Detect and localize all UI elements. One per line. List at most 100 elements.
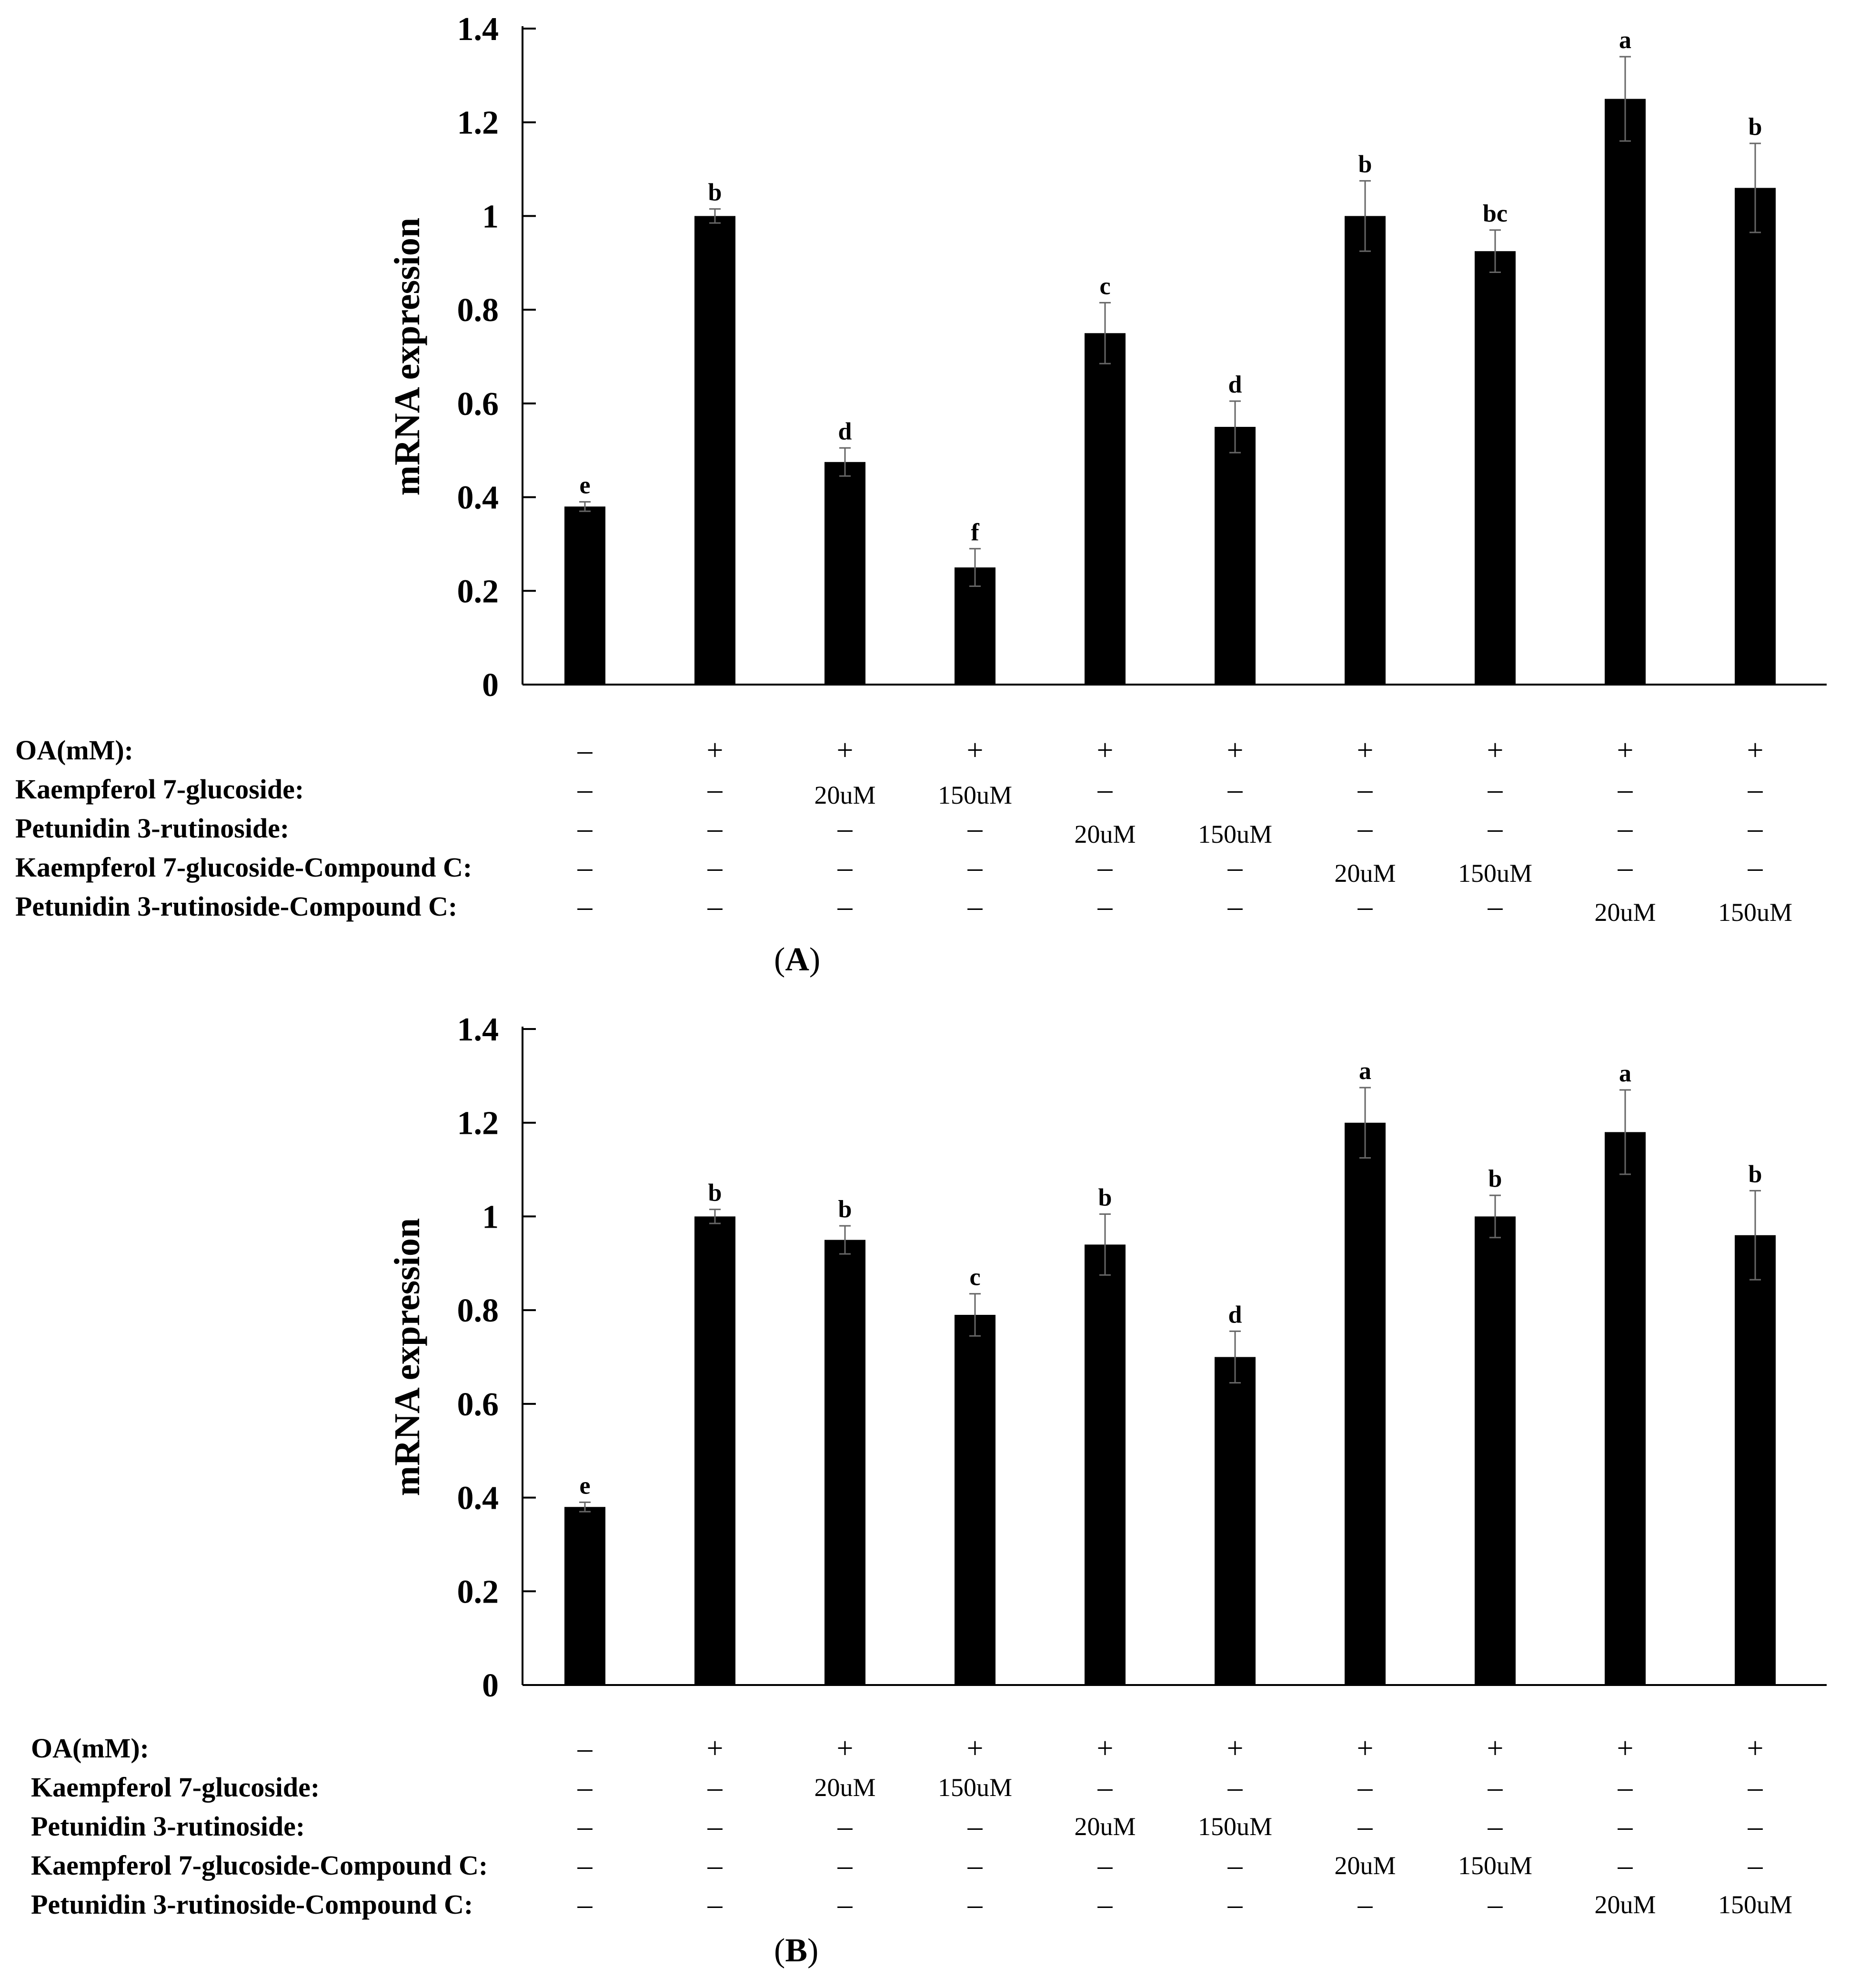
treatment-cell: + — [1357, 734, 1374, 767]
significance-label: a — [1619, 1060, 1631, 1087]
treatment-cell: + — [1096, 734, 1114, 767]
treatment-label: Petunidin 3-rutinoside-Compound C: — [15, 891, 458, 922]
treatment-cell: – — [967, 1888, 983, 1921]
treatment-cell: – — [577, 1732, 593, 1765]
treatment-cell: 150uM — [1458, 859, 1532, 888]
treatment-cell: – — [707, 1888, 723, 1921]
treatment-cell: – — [1227, 773, 1243, 806]
treatment-row: Petunidin 3-rutinoside-Compound C: – – – – – –… — [0, 888, 1850, 927]
treatment-cell: – — [577, 890, 593, 923]
treatment-cell: + — [1617, 1732, 1634, 1765]
treatment-row: Petunidin 3-rutinoside: – – – – 20uM 150uM – – – – — [0, 809, 1850, 848]
significance-label: e — [579, 1472, 590, 1499]
treatment-cell: + — [1096, 1732, 1114, 1765]
bar — [1345, 216, 1386, 685]
treatment-cell: 20uM — [1074, 820, 1136, 848]
treatment-cell: – — [1357, 890, 1373, 923]
treatment-label: Kaempferol 7-glucoside-Compound C: — [15, 852, 473, 883]
significance-label: a — [1359, 1058, 1371, 1085]
treatment-label: OA(mM): — [15, 735, 134, 766]
treatment-cell: + — [1747, 734, 1764, 767]
treatment-cell: 150uM — [1718, 1890, 1792, 1919]
treatment-label: Petunidin 3-rutinoside: — [15, 813, 290, 844]
treatment-cell: + — [1227, 734, 1244, 767]
significance-label: c — [1099, 272, 1110, 300]
y-tick-label: 0.4 — [457, 1480, 499, 1517]
treatment-cell: + — [1227, 1732, 1244, 1765]
treatment-cell: – — [577, 851, 593, 884]
treatment-cell: – — [837, 1849, 853, 1882]
bar — [564, 506, 605, 685]
treatment-cell: + — [836, 734, 854, 767]
treatment-cell: – — [1097, 1888, 1113, 1921]
treatment-cell: + — [966, 734, 984, 767]
bar — [694, 216, 735, 685]
panel-a: 0 0.2 0.4 0.6 0.8 1 1.2 1.4 mRNA expression e b d f c… — [0, 11, 1850, 978]
treatment-cell: – — [1748, 1849, 1763, 1882]
significance-label: d — [1228, 371, 1242, 398]
treatment-cell: – — [1227, 890, 1243, 923]
treatment-cell: 150uM — [937, 781, 1012, 809]
significance-label: bc — [1483, 200, 1508, 227]
bar — [1475, 251, 1516, 685]
treatment-label: Kaempferol 7-glucoside: — [15, 774, 304, 805]
treatment-cell: – — [707, 812, 723, 845]
treatment-cell: + — [706, 734, 724, 767]
treatment-cell: + — [836, 1732, 854, 1765]
panel-caption-a: (A) — [774, 941, 821, 978]
bar-chart-b: 0 0.2 0.4 0.6 0.8 1 1.2 1.4 mRNA expression e b b c b… — [387, 1011, 1827, 1704]
y-tick-label: 0.6 — [457, 386, 499, 423]
treatment-row: Kaempferol 7-glucoside: – – 20uM 150uM – – – – – – — [0, 1768, 1850, 1806]
treatment-cell: 20uM — [1334, 1851, 1396, 1880]
treatment-cell: – — [967, 851, 983, 884]
bar — [1735, 1235, 1776, 1685]
treatment-cell: + — [1617, 734, 1634, 767]
treatment-cell: – — [707, 1849, 723, 1882]
y-tick-label: 0.2 — [457, 573, 499, 610]
y-tick-label: 1 — [482, 198, 499, 235]
treatment-row: Kaempferol 7-glucoside: – – 20uM 150uM – – – – – – — [0, 770, 1850, 809]
treatment-cell: – — [577, 1771, 593, 1804]
treatment-cell: 20uM — [1594, 1890, 1656, 1919]
treatment-cell: – — [967, 812, 983, 845]
treatment-cell: – — [837, 890, 853, 923]
treatment-cell: – — [1618, 1849, 1633, 1882]
treatment-cell: 150uM — [1458, 1851, 1532, 1880]
treatment-row: Kaempferol 7-glucoside-Compound C: – – – – – –… — [0, 1847, 1850, 1885]
treatment-cell: – — [1618, 812, 1633, 845]
treatment-cell: – — [1227, 1888, 1243, 1921]
treatment-cell: – — [1488, 773, 1503, 806]
significance-label: b — [1358, 151, 1372, 178]
significance-label: b — [1488, 1165, 1502, 1192]
treatment-cell: – — [1748, 773, 1763, 806]
treatment-cell: – — [1227, 851, 1243, 884]
bar — [1085, 333, 1126, 685]
significance-label: b — [1749, 1161, 1762, 1188]
bar — [564, 1507, 605, 1685]
y-tick-label: 0 — [482, 667, 499, 704]
significance-label: b — [708, 179, 722, 206]
treatment-cell: – — [1748, 1771, 1763, 1804]
treatment-cell: – — [1748, 1810, 1763, 1843]
y-tick-label: 1.2 — [457, 105, 499, 141]
treatment-cell: – — [1748, 812, 1763, 845]
y-tick-label: 1.4 — [457, 1011, 499, 1048]
treatment-cell: – — [1097, 773, 1113, 806]
y-tick-label: 1 — [482, 1199, 499, 1235]
treatment-cell: – — [1357, 1888, 1373, 1921]
treatment-cell: + — [966, 1732, 984, 1765]
significance-label: b — [838, 1196, 852, 1223]
y-axis-label: mRNA expression — [387, 218, 427, 495]
treatment-cell: – — [1097, 851, 1113, 884]
treatment-cell: – — [1618, 1771, 1633, 1804]
treatment-cell: – — [1618, 1810, 1633, 1843]
treatment-cell: – — [1488, 1810, 1503, 1843]
significance-label: c — [969, 1264, 980, 1291]
treatment-cell: 150uM — [937, 1773, 1012, 1802]
treatment-label: Petunidin 3-rutinoside: — [31, 1811, 305, 1842]
treatment-cell: – — [1618, 773, 1633, 806]
treatment-cell: – — [1748, 851, 1763, 884]
treatment-cell: – — [707, 773, 723, 806]
treatment-cell: – — [1227, 1849, 1243, 1882]
treatment-cell: – — [577, 1888, 593, 1921]
